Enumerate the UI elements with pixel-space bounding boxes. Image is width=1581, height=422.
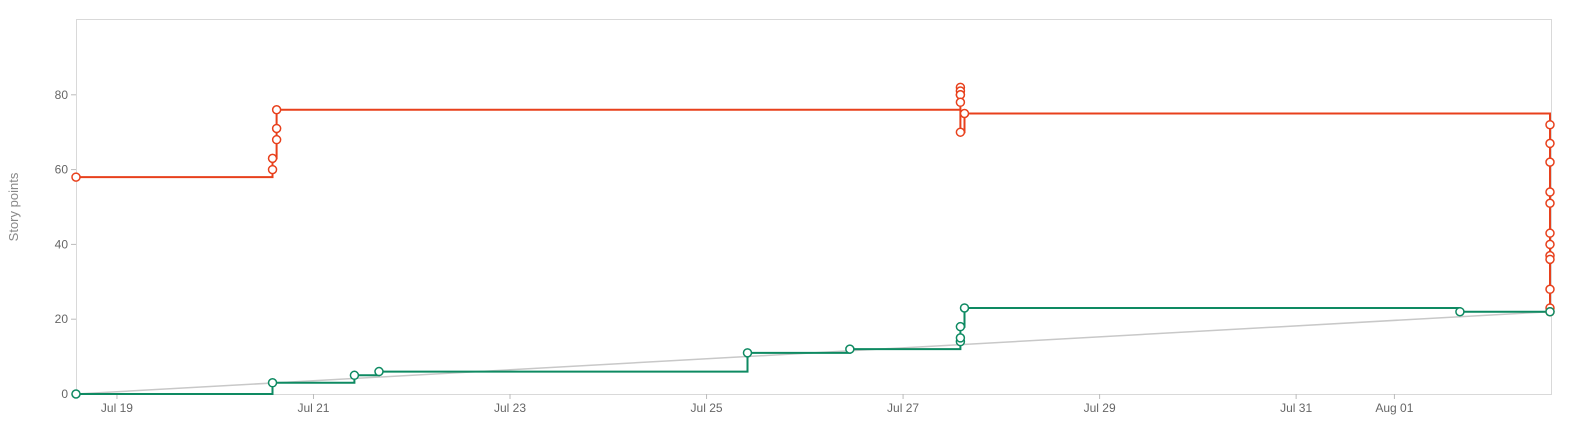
- data-point[interactable]: [742, 348, 753, 358]
- y-tick-label: 80: [55, 88, 69, 102]
- x-axis-ticks: Jul 19 Jul 21 Jul 23 Jul 25 Jul 27 Jul 29 Jul …: [101, 394, 1414, 415]
- series-line-0: [76, 87, 1551, 312]
- x-tick-label: Jul 19: [101, 401, 133, 415]
- data-point[interactable]: [1455, 306, 1465, 317]
- data-point[interactable]: [959, 303, 970, 313]
- data-point[interactable]: [955, 321, 966, 332]
- data-point[interactable]: [1545, 228, 1555, 238]
- data-point[interactable]: [1545, 138, 1555, 149]
- data-point[interactable]: [959, 108, 970, 119]
- data-point[interactable]: [1545, 254, 1555, 265]
- y-tick-label: 20: [55, 312, 69, 326]
- data-point[interactable]: [955, 333, 966, 343]
- data-point[interactable]: [267, 378, 278, 388]
- data-point[interactable]: [1545, 157, 1555, 167]
- series-markers: [71, 82, 1555, 399]
- data-point[interactable]: [271, 134, 282, 145]
- data-point[interactable]: [71, 172, 81, 182]
- data-point[interactable]: [349, 370, 360, 381]
- plot-frame: [76, 19, 1552, 395]
- data-point[interactable]: [1545, 198, 1555, 209]
- data-point[interactable]: [955, 127, 966, 137]
- data-point[interactable]: [845, 344, 855, 354]
- data-point[interactable]: [271, 105, 282, 115]
- data-point[interactable]: [374, 366, 384, 377]
- y-tick-label: 40: [55, 237, 69, 251]
- y-tick-label: 60: [55, 163, 69, 177]
- data-point[interactable]: [271, 123, 282, 134]
- data-point[interactable]: [1545, 187, 1555, 197]
- x-tick-label: Jul 21: [297, 401, 329, 415]
- y-axis-title: Story points: [6, 172, 21, 241]
- x-tick-label: Jul 31: [1280, 401, 1312, 415]
- x-tick-label: Jul 25: [691, 401, 723, 415]
- data-point[interactable]: [267, 153, 278, 164]
- x-tick-label: Jul 27: [887, 401, 919, 415]
- series-lines: [75, 87, 1551, 395]
- y-axis-ticks: 0 20 40 60 80: [55, 88, 76, 401]
- data-point[interactable]: [267, 164, 278, 175]
- x-tick-label: Jul 23: [494, 401, 526, 415]
- data-point[interactable]: [955, 97, 966, 108]
- x-tick-label: Aug 01: [1375, 401, 1413, 415]
- x-tick-label: Jul 29: [1084, 401, 1116, 415]
- data-point[interactable]: [71, 389, 81, 399]
- data-point[interactable]: [1545, 284, 1555, 295]
- data-point[interactable]: [1545, 306, 1555, 317]
- y-tick-label: 0: [61, 387, 68, 401]
- data-point[interactable]: [1545, 239, 1555, 250]
- data-point[interactable]: [1545, 119, 1555, 130]
